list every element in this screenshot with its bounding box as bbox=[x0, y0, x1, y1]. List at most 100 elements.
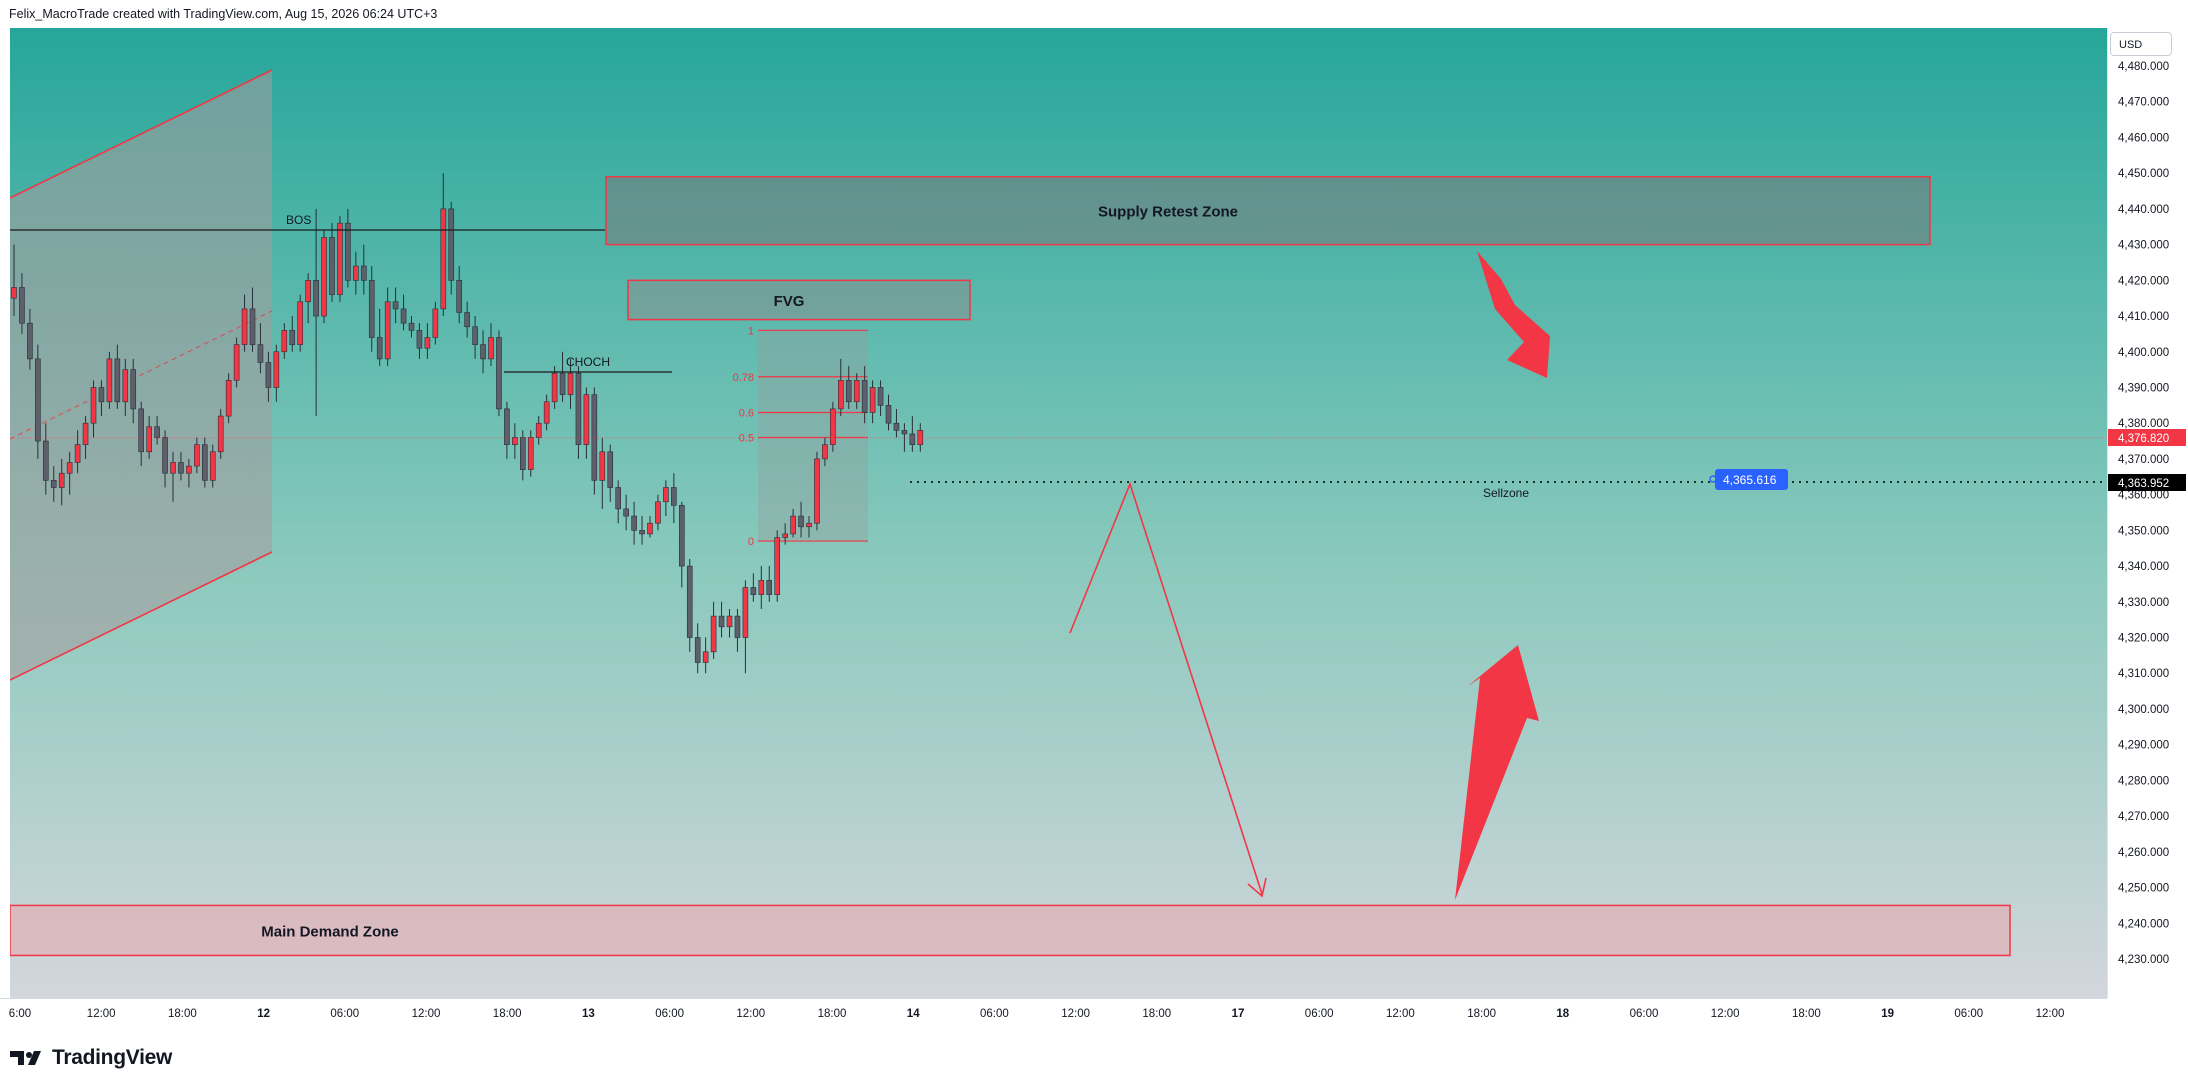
candle bbox=[345, 208, 351, 288]
price-tick-label: 4,370.000 bbox=[2118, 454, 2169, 466]
candle bbox=[329, 223, 335, 302]
choch-label: CHOCH bbox=[566, 355, 610, 369]
candle bbox=[869, 380, 876, 424]
candle bbox=[19, 273, 25, 334]
candle bbox=[130, 358, 137, 424]
tradingview-logo[interactable]: TradingView bbox=[10, 1046, 172, 1070]
price-tick-label: 4,470.000 bbox=[2118, 97, 2169, 109]
price-tick-label: 4,360.000 bbox=[2118, 490, 2169, 502]
down-arrow-icon bbox=[1477, 251, 1550, 378]
time-tick-label: 12:00 bbox=[2036, 1008, 2065, 1020]
price-tick-label: 4,400.000 bbox=[2118, 347, 2169, 359]
candle bbox=[885, 394, 892, 431]
time-tick-label: 06:00 bbox=[330, 1008, 359, 1020]
price-tick-label: 4,390.000 bbox=[2118, 382, 2169, 394]
candle bbox=[305, 273, 311, 324]
fvg-zone[interactable] bbox=[627, 279, 971, 321]
candle bbox=[782, 523, 788, 545]
projection-path bbox=[1069, 481, 1263, 895]
candle bbox=[50, 466, 57, 502]
header-bar: Felix_MacroTrade created with TradingVie… bbox=[0, 0, 2188, 28]
candle bbox=[178, 451, 184, 481]
level-price-label: 4,363.952 bbox=[2118, 478, 2169, 490]
candle bbox=[917, 423, 924, 452]
price-tick-label: 4,350.000 bbox=[2118, 525, 2169, 537]
time-tick-label: 14 bbox=[907, 1008, 920, 1020]
price-chart[interactable]: Supply Retest Zone FVG Main Demand Zone 1 0… bbox=[10, 28, 2107, 998]
candle bbox=[257, 323, 264, 374]
time-tick-label: 06:00 bbox=[1954, 1008, 1983, 1020]
candle bbox=[265, 351, 272, 402]
candle bbox=[11, 244, 17, 317]
time-tick-label: 18:00 bbox=[1792, 1008, 1821, 1020]
candle bbox=[27, 308, 33, 370]
candle bbox=[82, 416, 89, 459]
price-tick-label: 4,450.000 bbox=[2118, 168, 2169, 180]
candle bbox=[424, 323, 431, 359]
main-demand-zone-label: Main Demand Zone bbox=[261, 923, 399, 940]
candle bbox=[241, 294, 248, 352]
candle bbox=[400, 294, 407, 331]
time-tick-label: 18:00 bbox=[493, 1008, 522, 1020]
channel-upper-line bbox=[10, 69, 273, 199]
price-tick-label: 4,410.000 bbox=[2118, 311, 2169, 323]
candle bbox=[702, 637, 709, 674]
up-arrow-icon bbox=[1455, 645, 1539, 900]
fib-level-label: 0.78 bbox=[733, 372, 754, 384]
time-tick-label: 06:00 bbox=[655, 1008, 684, 1020]
candle bbox=[432, 301, 439, 345]
candle bbox=[639, 516, 645, 545]
candle bbox=[106, 351, 113, 409]
candle bbox=[655, 494, 661, 531]
channel-mid-line bbox=[10, 310, 273, 440]
candle bbox=[114, 344, 121, 409]
time-tick-label: 12:00 bbox=[1711, 1008, 1740, 1020]
main-demand-zone[interactable] bbox=[10, 904, 2011, 957]
projection-arrowhead bbox=[1247, 877, 1267, 898]
price-tick-label: 4,260.000 bbox=[2118, 847, 2169, 859]
time-tick-label: 12:00 bbox=[87, 1008, 116, 1020]
candle bbox=[74, 430, 81, 474]
candle bbox=[766, 566, 773, 602]
price-tick-label: 4,290.000 bbox=[2118, 740, 2169, 752]
fib-level-label: 0 bbox=[748, 536, 754, 548]
alert-price-tag[interactable] bbox=[1715, 469, 1788, 490]
candle bbox=[66, 451, 73, 495]
candle bbox=[98, 380, 105, 417]
time-tick-label: 12 bbox=[257, 1008, 270, 1020]
fib-level-label: 0.6 bbox=[739, 407, 754, 419]
candle bbox=[663, 480, 669, 517]
currency-selector[interactable]: USD bbox=[2110, 32, 2172, 56]
candle bbox=[154, 416, 160, 445]
candle bbox=[186, 458, 192, 488]
candle bbox=[480, 330, 486, 374]
price-tick-label: 4,310.000 bbox=[2118, 668, 2169, 680]
alert-price-label: 4,365.616 bbox=[1723, 473, 1777, 487]
candle bbox=[790, 508, 796, 538]
last-price-label: 4,376.820 bbox=[2118, 433, 2169, 445]
fvg-zone-label: FVG bbox=[774, 293, 805, 310]
candle bbox=[583, 387, 590, 459]
candle bbox=[146, 416, 152, 459]
tradingview-logo-icon bbox=[10, 1051, 41, 1065]
candle bbox=[281, 323, 288, 359]
candle bbox=[710, 601, 717, 659]
time-tick-label: 12:00 bbox=[412, 1008, 441, 1020]
fib-level-label: 1 bbox=[748, 325, 754, 337]
candle bbox=[42, 423, 49, 495]
candle bbox=[249, 287, 256, 352]
candle bbox=[519, 430, 526, 481]
price-axis[interactable]: 4,480.000 4,470.000 4,460.000 4,450.000 4,44… bbox=[2107, 28, 2188, 998]
candle bbox=[297, 294, 304, 352]
time-tick-label: 13 bbox=[582, 1008, 595, 1020]
alert-dot-icon bbox=[1709, 475, 1717, 483]
candle bbox=[647, 516, 653, 538]
time-axis[interactable]: 6:00 12:00 18:00 12 06:00 12:00 18:00 13 06:00 12… bbox=[0, 998, 2146, 1029]
time-tick-label: 18:00 bbox=[1467, 1008, 1496, 1020]
candle bbox=[559, 351, 566, 402]
supply-retest-zone[interactable] bbox=[605, 175, 1931, 246]
candle bbox=[496, 330, 502, 417]
candle bbox=[845, 366, 852, 409]
candle bbox=[798, 501, 804, 538]
price-tick-label: 4,460.000 bbox=[2118, 132, 2169, 144]
